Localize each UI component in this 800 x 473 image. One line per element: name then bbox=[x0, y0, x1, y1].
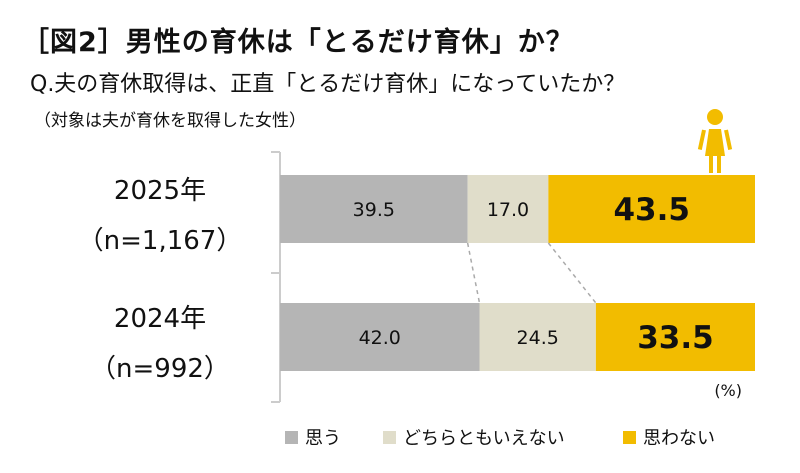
legend-label: 思わない bbox=[643, 428, 715, 449]
connector-line bbox=[547, 242, 597, 304]
bar-segment bbox=[479, 303, 596, 371]
bar-segment bbox=[595, 303, 755, 371]
legend-swatch bbox=[623, 431, 636, 444]
bar-segment bbox=[467, 175, 549, 243]
question-text: Q.夫の育休取得は、正直「とるだけ育休」になっていたか？ bbox=[30, 72, 626, 97]
data-label: 43.5 bbox=[613, 192, 690, 228]
data-label: 33.5 bbox=[637, 320, 714, 356]
bar-segment bbox=[280, 303, 480, 371]
category-n-label: （n=992） bbox=[90, 354, 230, 384]
data-label: 24.5 bbox=[517, 327, 559, 349]
bar-segment bbox=[280, 175, 468, 243]
category-year-label: 2024年 bbox=[114, 304, 206, 334]
respondent-note: （対象は夫が育休を取得した女性） bbox=[34, 111, 306, 131]
legend-label: 思う bbox=[305, 428, 341, 449]
category-n-label: （n=1,167） bbox=[78, 226, 243, 256]
legend-label: どちらともいえない bbox=[403, 428, 565, 449]
bar-segment bbox=[548, 175, 755, 243]
data-label: 42.0 bbox=[359, 327, 401, 349]
chart-title: ［図2］男性の育休は「とるだけ育休」か？ bbox=[22, 27, 574, 58]
legend-swatch bbox=[285, 431, 298, 444]
data-label: 39.5 bbox=[353, 199, 395, 221]
woman-icon bbox=[697, 109, 733, 173]
legend-swatch bbox=[383, 431, 396, 444]
data-label: 17.0 bbox=[487, 199, 529, 221]
unit-label: (%) bbox=[714, 381, 742, 400]
category-year-label: 2025年 bbox=[114, 176, 206, 206]
connector-line bbox=[466, 242, 481, 304]
